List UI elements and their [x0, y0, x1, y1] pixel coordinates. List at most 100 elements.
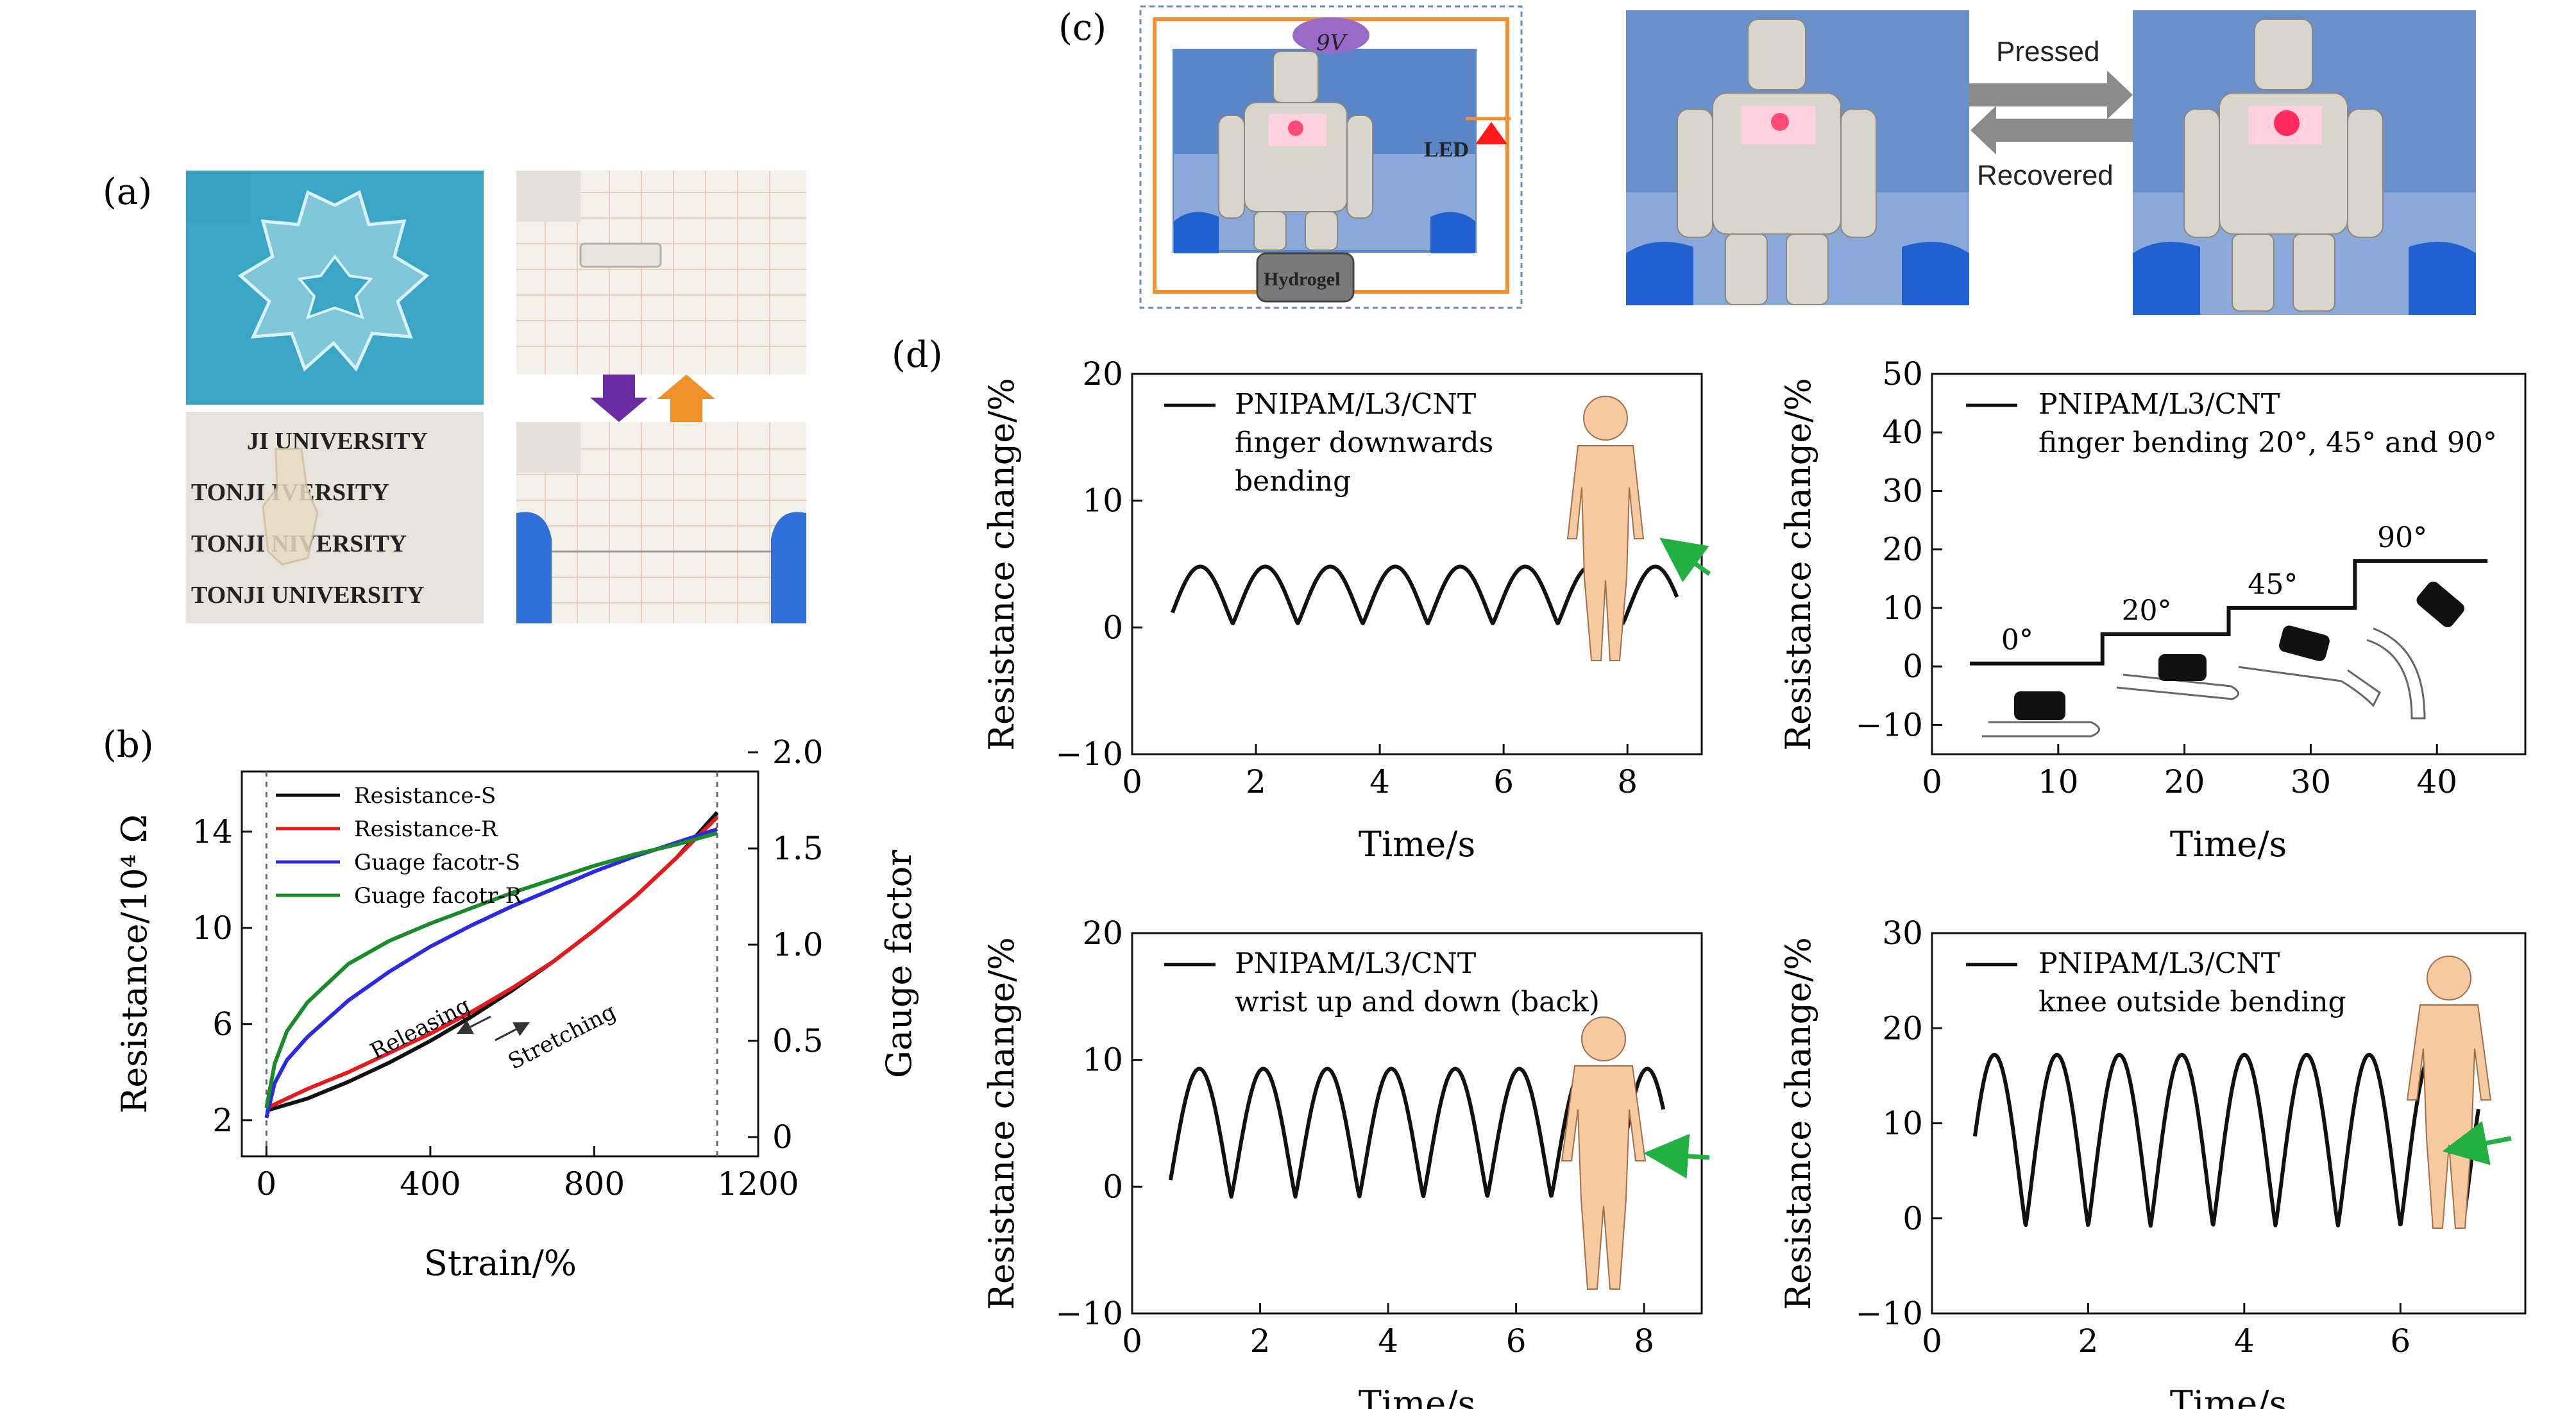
x-tick-label: 400: [400, 1165, 461, 1202]
hydrogel-sensor-icons: [2014, 581, 2464, 720]
step-angle-label: 45°: [2248, 568, 2298, 601]
x-tick-label: 0: [1922, 1322, 1942, 1360]
chart-d1-ylabel: Resistance change/%: [981, 378, 1022, 750]
battery-icon: [1292, 17, 1369, 53]
y-tick-label: 0: [1103, 609, 1123, 646]
stretch-arrows: [590, 375, 715, 422]
x-tick-label: 30: [2291, 763, 2332, 800]
x-tick-label: 2: [2078, 1322, 2099, 1360]
recovered-label: Recovered: [1977, 160, 2114, 191]
panel-label-c: (c): [1058, 7, 1106, 49]
x-tick-label: 2: [1246, 763, 1266, 800]
x-tick-label: 0: [1122, 763, 1142, 800]
series-line-resistance-r: [266, 816, 719, 1110]
chart-d3-xlabel: Time/s: [1359, 1383, 1475, 1409]
series-line-guage-facotr-r: [264, 831, 718, 1109]
y-tick-label: 50: [1882, 355, 1923, 392]
pressed-label: Pressed: [1996, 36, 2099, 67]
body-figure-icon: [1566, 396, 1645, 661]
series-line-pnipam-l3-cnt: [1970, 559, 2487, 666]
x-tick-label: 800: [564, 1165, 625, 1202]
step-angle-label: 90°: [2377, 521, 2427, 554]
pointer-arrow-finger: [1659, 537, 1711, 583]
chart-d1-legend-1: PNIPAM/L3/CNT: [1235, 388, 1476, 421]
chart-d2-ylabel: Resistance change/%: [1778, 378, 1818, 750]
y2-tick-label: 1.5: [772, 830, 824, 867]
chart-d3-legend-2: wrist up and down (back): [1235, 986, 1600, 1018]
y-tick-label: 2: [212, 1102, 233, 1139]
chart-d2-xlabel: Time/s: [2170, 824, 2287, 865]
chart-d4-legend-2: knee outside bending: [2038, 986, 2346, 1018]
x-tick-label: 6: [2390, 1322, 2411, 1360]
x-tick-label: 2: [1250, 1322, 1271, 1360]
x-tick-label: 4: [1378, 1322, 1398, 1360]
chart-b-frame: [241, 770, 759, 1158]
led-label: LED: [1424, 138, 1469, 162]
led-icon: [1475, 122, 1507, 144]
photo-stretch-before: [516, 171, 806, 375]
annotation-releasing: Releasing: [366, 993, 475, 1065]
y-tick-label: 0: [1103, 1168, 1123, 1205]
legend-label-resistance-s: Resistance-S: [354, 783, 496, 809]
x-tick-label: 6: [1493, 763, 1514, 800]
chart-b-y2label: Gauge factor: [879, 850, 919, 1078]
press-release-arrows: Pressed Recovered: [1969, 36, 2133, 191]
y-tick-label: 10: [1082, 482, 1123, 519]
y2-tick-label: 2.0: [772, 734, 824, 771]
chart-b-ylabel: Resistance/10⁴ Ω: [114, 814, 155, 1114]
y2-tick-label: 1.0: [772, 926, 824, 963]
y-tick-label: 0: [1902, 648, 1923, 685]
chart-d2-frame: [1931, 373, 2527, 755]
hydrogel-cylinder: [1256, 252, 1355, 303]
photo-hydrogel-flower: [186, 171, 484, 405]
y-tick-label: 10: [1082, 1042, 1123, 1079]
x-tick-label: 40: [2416, 763, 2457, 800]
y-tick-label: 0: [1902, 1200, 1923, 1237]
chart-d1-xlabel: Time/s: [1359, 824, 1475, 865]
chart-d3-frame: [1131, 932, 1703, 1315]
y2-tick-label: 0.5: [772, 1022, 824, 1059]
x-tick-label: 6: [1506, 1322, 1527, 1360]
chart-b-legend: Resistance-S Resistance-R Guage facotr-S…: [276, 783, 523, 909]
y-tick-label: 40: [1882, 414, 1923, 451]
pointer-arrow-knee: [2442, 1120, 2512, 1165]
photo-stretch-after: [516, 422, 806, 623]
x-tick-label: 4: [1369, 763, 1390, 800]
paper-text-line-4: TONJI UNIVERSITY: [191, 582, 425, 609]
panel-label-a: (a): [103, 171, 152, 213]
y2-tick-label: 0: [772, 1118, 793, 1156]
step-angle-label: 0°: [2001, 624, 2033, 657]
y-tick-label: 20: [1082, 915, 1123, 952]
y-tick-label: −10: [1055, 736, 1123, 773]
arrow-releasing: [456, 1015, 491, 1034]
battery-label: 9V: [1316, 30, 1348, 56]
x-tick-label: 0: [1122, 1322, 1142, 1360]
chart-d4-ylabel: Resistance change/%: [1778, 937, 1818, 1310]
chart-d4-legend-1: PNIPAM/L3/CNT: [2038, 947, 2280, 980]
x-tick-label: 4: [2234, 1322, 2255, 1360]
x-tick-label: 0: [256, 1165, 276, 1202]
body-figure-icon: [2406, 956, 2492, 1229]
y-tick-label: 10: [1882, 589, 1923, 627]
chart-d1-legend-3: bending: [1235, 465, 1351, 498]
y-tick-label: −10: [1855, 1295, 1923, 1332]
body-figure-icon: [1561, 1017, 1647, 1290]
x-tick-label: 8: [1634, 1322, 1654, 1360]
chart-d2-legend-2: finger bending 20°, 45° and 90°: [2038, 426, 2497, 459]
pointer-arrow-wrist: [1643, 1133, 1710, 1179]
legend-label-resistance-r: Resistance-R: [354, 816, 498, 842]
chart-b-xlabel: Strain/%: [424, 1243, 577, 1283]
legend-label-gauge-s: Guage facotr-S: [354, 850, 520, 875]
chart-d2: 0 10 20 30 40 −10 0 10 20 30 40 50 Time/s Resistanc…: [1778, 355, 2527, 865]
y-tick-label: 20: [1082, 355, 1123, 392]
panel-label-d: (d): [892, 334, 943, 376]
robot-photo-before: [1626, 10, 1969, 305]
panel-label-b: (b): [103, 724, 154, 766]
y-tick-label: −10: [1855, 706, 1923, 743]
photo-hydrogel-on-text: JI UNIVERSITY TONJI IVERSITY TONJI NIVER…: [186, 412, 484, 623]
y-tick-label: −10: [1055, 1295, 1123, 1332]
